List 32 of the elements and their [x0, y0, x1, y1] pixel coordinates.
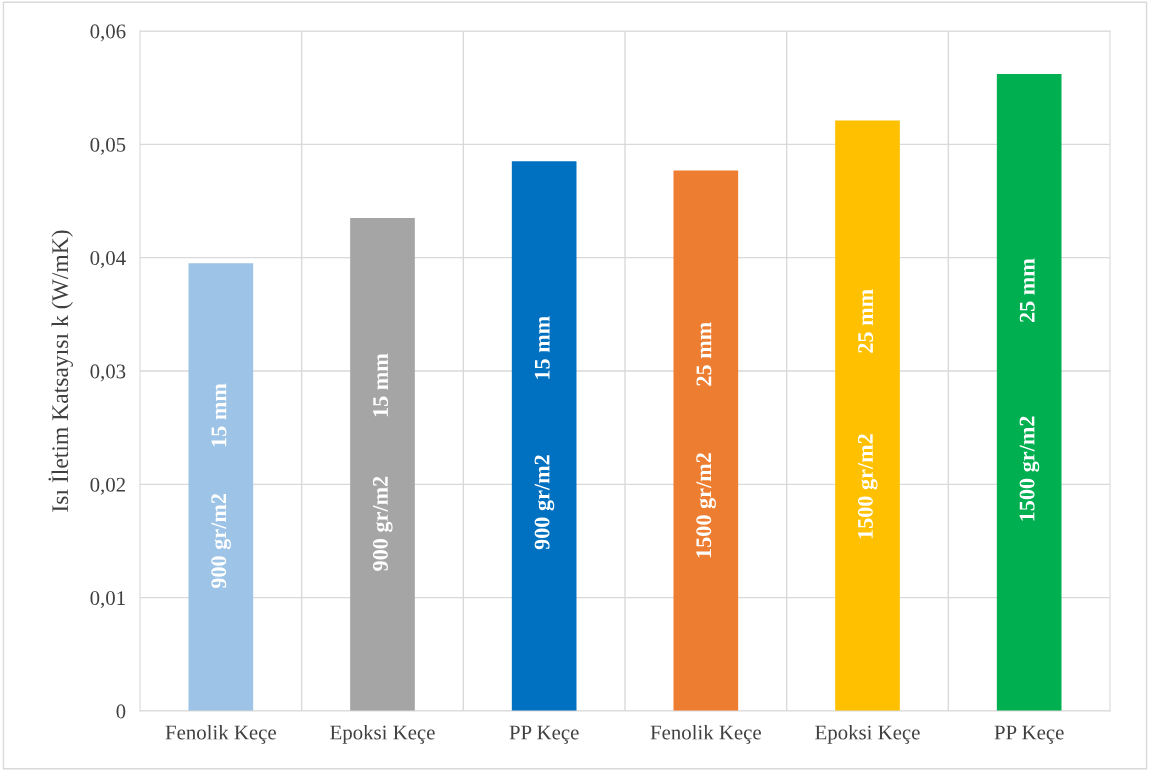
- annotation: 1500 gr/m2: [1019, 416, 1040, 521]
- x-tick-label: PP Keçe: [509, 725, 579, 744]
- x-tick-label: Epoksi Keçe: [330, 724, 435, 744]
- y-tick-label: 0,03: [90, 364, 126, 382]
- annotation: 25 mm: [1019, 258, 1035, 323]
- y-axis-title: Isı İletim Katsayısı k (W/mK): [48, 230, 73, 512]
- y-tick-label: 0,06: [90, 24, 126, 42]
- y-tick-label: 0,05: [90, 137, 126, 155]
- bar: [673, 170, 739, 711]
- bar: [350, 218, 415, 711]
- annotation: 15 mm: [534, 316, 550, 379]
- annotation: 900 gr/m2: [372, 476, 393, 571]
- annotation: 900 gr/m2: [211, 494, 231, 589]
- annotation: 900 gr/m2: [534, 455, 555, 550]
- y-tick-label: 0,02: [90, 477, 125, 495]
- x-tick-label: Fenolik Keçe: [650, 724, 761, 744]
- x-tick-label: PP Keçe: [994, 725, 1064, 744]
- bar: [835, 120, 900, 711]
- annotation: 25 mm: [696, 322, 712, 386]
- y-tick-label: 0,01: [90, 591, 125, 609]
- bar: [996, 74, 1062, 711]
- x-tick-label: Epoksi Keçe: [815, 724, 920, 744]
- y-tick-label: 0: [116, 704, 126, 719]
- annotation: 15 mm: [211, 383, 227, 447]
- bar: [188, 263, 254, 711]
- annotation: 1500 gr/m2: [696, 453, 716, 558]
- bar: [511, 161, 577, 711]
- annotation: 1500 gr/m2: [857, 434, 878, 539]
- annotation: 15 mm: [373, 353, 389, 417]
- annotation: 25 mm: [858, 289, 874, 353]
- x-tick-label: Fenolik Keçe: [165, 724, 276, 744]
- y-tick-label: 0,04: [90, 251, 126, 269]
